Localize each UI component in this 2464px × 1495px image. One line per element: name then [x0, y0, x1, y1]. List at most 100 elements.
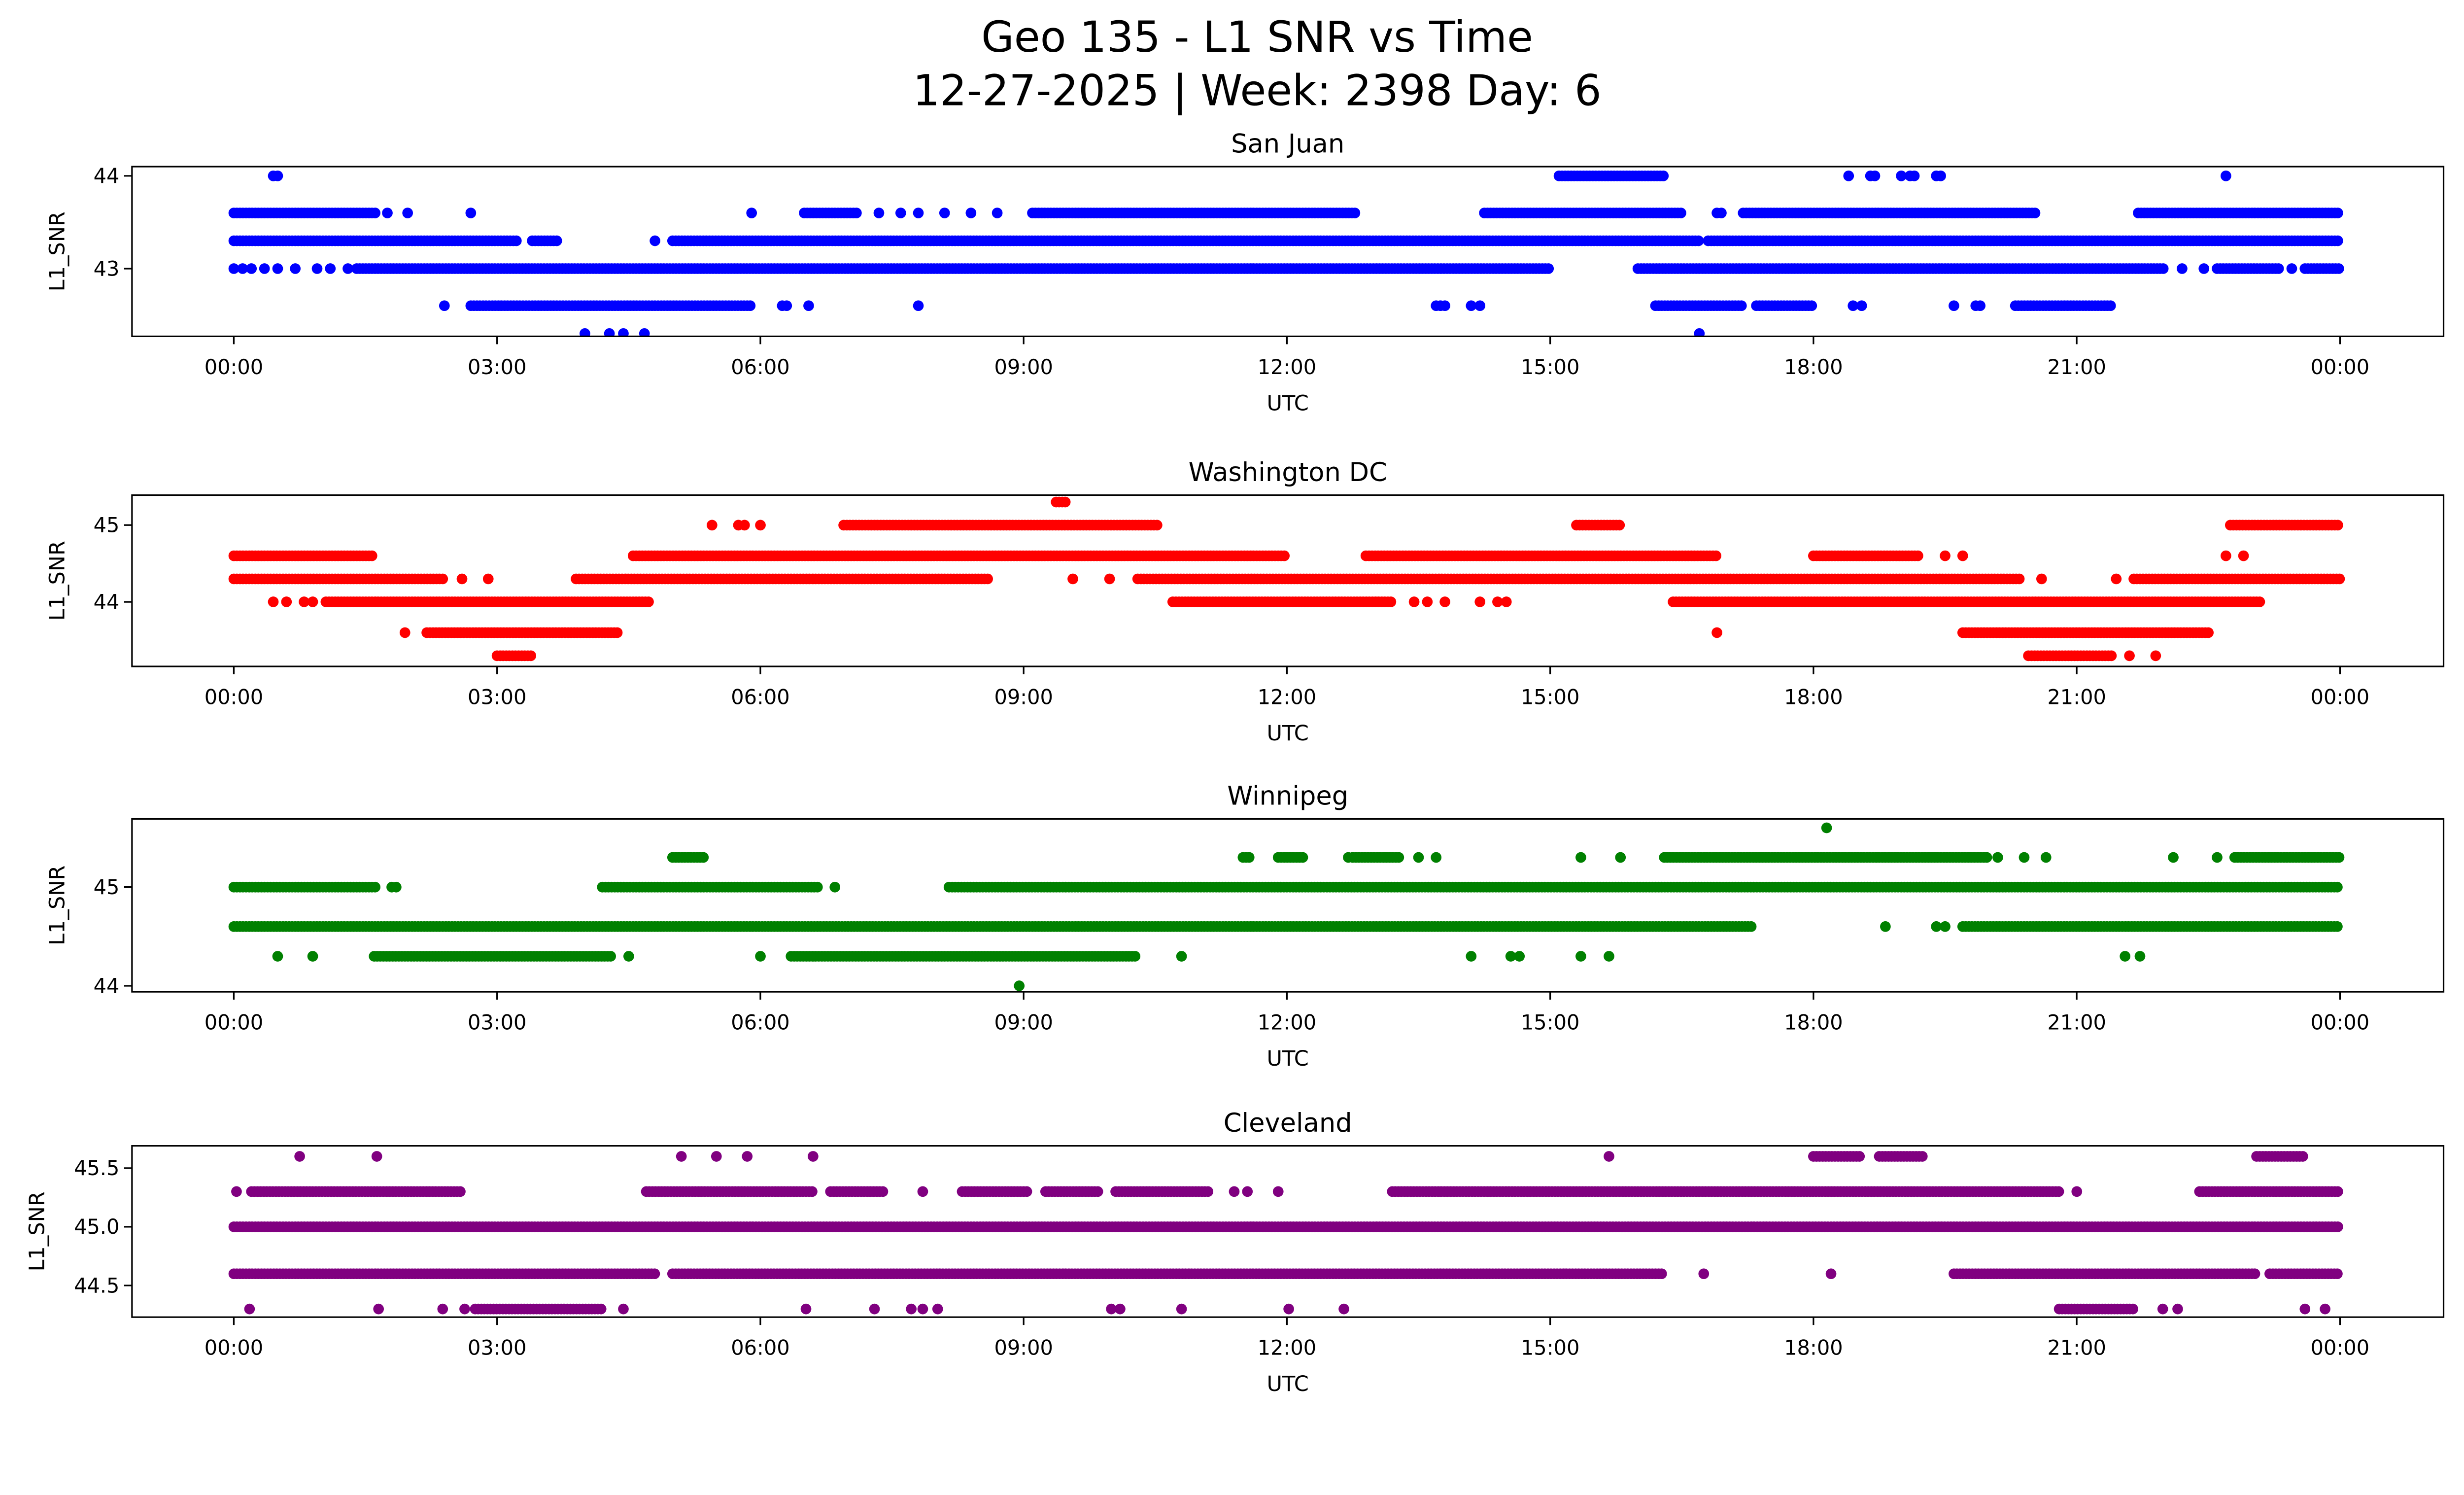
data-point — [281, 596, 292, 607]
axes-frame — [131, 166, 2445, 337]
data-point — [342, 263, 353, 274]
data-point — [2221, 170, 2231, 181]
data-point — [1913, 550, 1923, 561]
data-point — [1806, 300, 1817, 312]
x-tick-label: 00:00 — [205, 686, 263, 709]
data-point — [939, 208, 950, 218]
data-point — [1343, 852, 1354, 863]
data-point — [551, 235, 562, 246]
data-point — [307, 596, 318, 607]
data-point — [1393, 852, 1404, 863]
data-point — [965, 208, 977, 218]
data-point — [1408, 596, 1420, 607]
data-point — [2111, 573, 2122, 585]
x-tick-label: 00:00 — [2311, 355, 2369, 379]
data-point — [1614, 520, 1625, 531]
data-point — [391, 881, 402, 893]
data-point — [612, 627, 623, 638]
data-point — [1869, 170, 1881, 181]
data-point — [2221, 550, 2231, 561]
data-point — [739, 520, 750, 531]
data-point — [1940, 550, 1951, 561]
data-point — [2286, 263, 2297, 274]
x-tick-label: 00:00 — [205, 355, 263, 379]
data-point — [237, 263, 248, 274]
y-tick-label: 45 — [94, 514, 120, 537]
data-point — [366, 550, 377, 561]
data-point — [1909, 170, 1920, 181]
data-point — [698, 852, 709, 863]
data-point — [272, 170, 283, 181]
scatter-points — [228, 822, 2345, 991]
data-point — [2273, 263, 2284, 274]
x-tick-label: 15:00 — [1521, 355, 1579, 379]
data-point — [402, 208, 413, 218]
data-point — [465, 208, 477, 218]
y-tick-label: 44 — [94, 164, 120, 188]
data-point — [2157, 263, 2169, 274]
data-point — [1711, 550, 1721, 561]
data-point — [1243, 852, 1255, 863]
data-point — [370, 881, 381, 893]
data-point — [1439, 596, 1450, 607]
data-point — [1676, 208, 1686, 218]
x-tick-label: 21:00 — [2047, 686, 2106, 709]
data-point — [259, 263, 270, 274]
data-point — [580, 328, 590, 337]
data-point — [1716, 208, 1727, 218]
data-point — [1736, 300, 1747, 312]
data-point — [2124, 650, 2135, 661]
data-point — [2238, 550, 2249, 561]
data-point — [829, 881, 841, 893]
data-point — [781, 300, 792, 312]
data-point — [2029, 208, 2041, 218]
data-point — [618, 328, 629, 337]
data-point — [2332, 235, 2343, 246]
x-tick-label: 09:00 — [994, 686, 1053, 709]
x-axis-label: UTC — [1267, 391, 1309, 416]
data-point — [2333, 852, 2345, 863]
x-tick-label: 06:00 — [731, 686, 789, 709]
data-point — [370, 208, 381, 218]
data-point — [439, 300, 450, 312]
subplot-title: San Juan — [1231, 129, 1344, 159]
y-tick-label: 43 — [94, 257, 120, 280]
data-point — [1575, 852, 1586, 863]
data-point — [2105, 300, 2116, 312]
data-point — [1856, 300, 1867, 312]
axes-frame — [131, 494, 2445, 667]
data-point — [803, 300, 814, 312]
data-point — [2332, 520, 2343, 531]
x-tick-label: 09:00 — [994, 355, 1053, 379]
x-tick-label: 18:00 — [1784, 355, 1843, 379]
data-point — [992, 208, 1003, 218]
data-point — [525, 650, 537, 661]
x-tick-label: 03:00 — [468, 686, 526, 709]
data-point — [1492, 596, 1503, 607]
data-point — [1439, 300, 1450, 312]
data-point — [1297, 852, 1308, 863]
data-point — [851, 208, 862, 218]
y-axis-label: L1_SNR — [45, 211, 70, 291]
data-point — [1694, 328, 1705, 337]
data-point — [246, 263, 257, 274]
data-point — [1658, 170, 1669, 181]
data-point — [1821, 822, 1832, 834]
data-point — [272, 263, 283, 274]
data-point — [1745, 921, 1757, 932]
x-tick-label: 15:00 — [1521, 686, 1579, 709]
data-point — [1848, 300, 1859, 312]
figure-title-line1: Geo 135 - L1 SNR vs Time — [981, 13, 1533, 62]
data-point — [1501, 596, 1512, 607]
data-point — [299, 596, 309, 607]
y-axis-label: L1_SNR — [45, 541, 70, 621]
data-point — [913, 300, 924, 312]
data-point — [1413, 852, 1424, 863]
data-point — [2332, 208, 2343, 218]
data-point — [456, 573, 468, 585]
data-point — [228, 263, 240, 274]
x-tick-label: 06:00 — [731, 355, 789, 379]
data-point — [745, 300, 756, 312]
scatter-points — [228, 496, 2345, 661]
